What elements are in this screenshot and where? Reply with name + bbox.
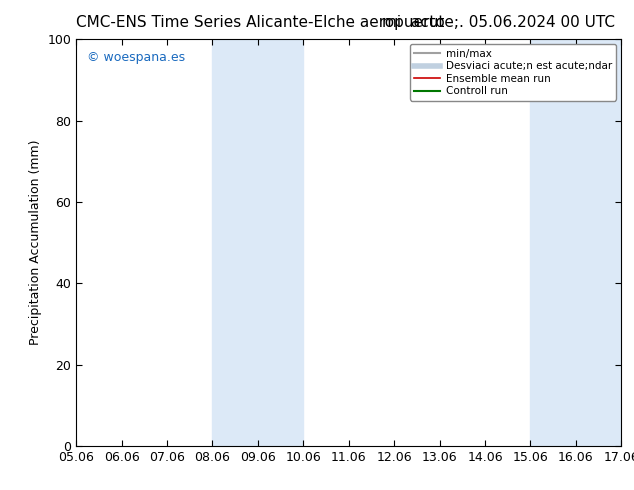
Bar — [531, 39, 621, 446]
Text: mi  acute;. 05.06.2024 00 UTC: mi acute;. 05.06.2024 00 UTC — [382, 15, 615, 30]
Y-axis label: Precipitation Accumulation (mm): Precipitation Accumulation (mm) — [29, 140, 42, 345]
Bar — [212, 39, 303, 446]
Text: © woespana.es: © woespana.es — [87, 51, 185, 64]
Text: CMC-ENS Time Series Alicante-Elche aeropuerto: CMC-ENS Time Series Alicante-Elche aerop… — [76, 15, 445, 30]
Legend: min/max, Desviaci acute;n est acute;ndar, Ensemble mean run, Controll run: min/max, Desviaci acute;n est acute;ndar… — [410, 45, 616, 100]
